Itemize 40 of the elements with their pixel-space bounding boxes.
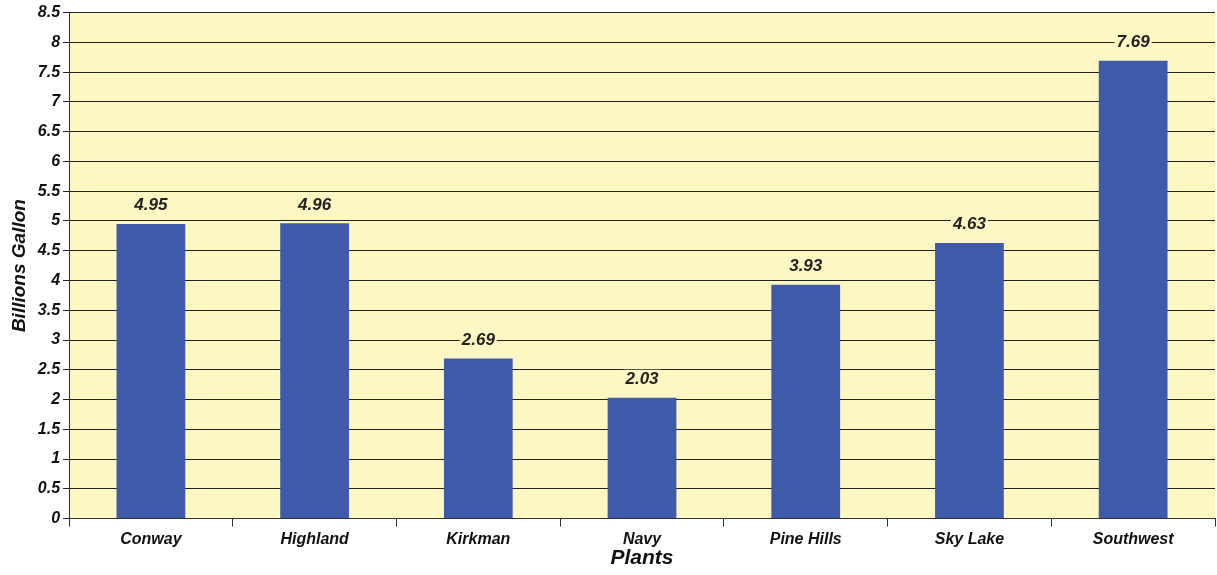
y-tick-label: 2	[50, 389, 61, 407]
y-tick-label: 7	[51, 92, 62, 110]
x-tick-label: Sky Lake	[934, 529, 1005, 547]
bar	[116, 223, 186, 519]
data-label: 2.69	[460, 329, 496, 349]
data-label: 4.95	[133, 195, 168, 215]
y-tick-label: 1.5	[37, 419, 62, 437]
bar	[771, 284, 841, 519]
x-tick-label: Conway	[120, 529, 183, 547]
y-tick-label: 6	[51, 151, 61, 169]
y-tick-label: 4.5	[36, 241, 62, 259]
data-label: 3.93	[789, 255, 823, 275]
x-tick-label: Kirkman	[446, 529, 511, 547]
y-tick-label: 8	[51, 32, 61, 50]
bar	[935, 242, 1004, 519]
x-tick-label: Highland	[280, 529, 351, 547]
x-tick-label: Southwest	[1092, 529, 1175, 547]
y-tick-label: 1	[51, 449, 61, 467]
y-tick-label: 5.5	[37, 181, 62, 199]
y-tick-label: 5	[51, 211, 62, 229]
y-tick-label: 2.5	[36, 360, 62, 378]
data-label: 2.03	[624, 368, 660, 388]
y-tick-label: 7.5	[37, 62, 62, 80]
data-label: 4.63	[951, 214, 987, 234]
bar	[280, 223, 349, 519]
bar	[607, 397, 677, 519]
y-axis-title: Billions Gallon	[7, 199, 29, 333]
y-tick-label: 4	[50, 270, 61, 288]
bar	[1098, 60, 1168, 519]
data-label: 7.69	[1116, 32, 1151, 52]
y-tick-label: 0	[51, 509, 61, 527]
x-tick-label: Pine Hills	[769, 529, 842, 547]
bar	[443, 358, 513, 519]
y-tick-label: 8.5	[37, 3, 62, 21]
y-tick-label: 0.5	[37, 479, 62, 497]
y-tick-label: 3.5	[37, 300, 62, 318]
x-tick-label: Navy	[622, 529, 663, 547]
y-tick-label: 3	[51, 330, 61, 348]
data-label: 4.96	[297, 194, 332, 214]
y-tick-label: 6.5	[37, 122, 62, 140]
